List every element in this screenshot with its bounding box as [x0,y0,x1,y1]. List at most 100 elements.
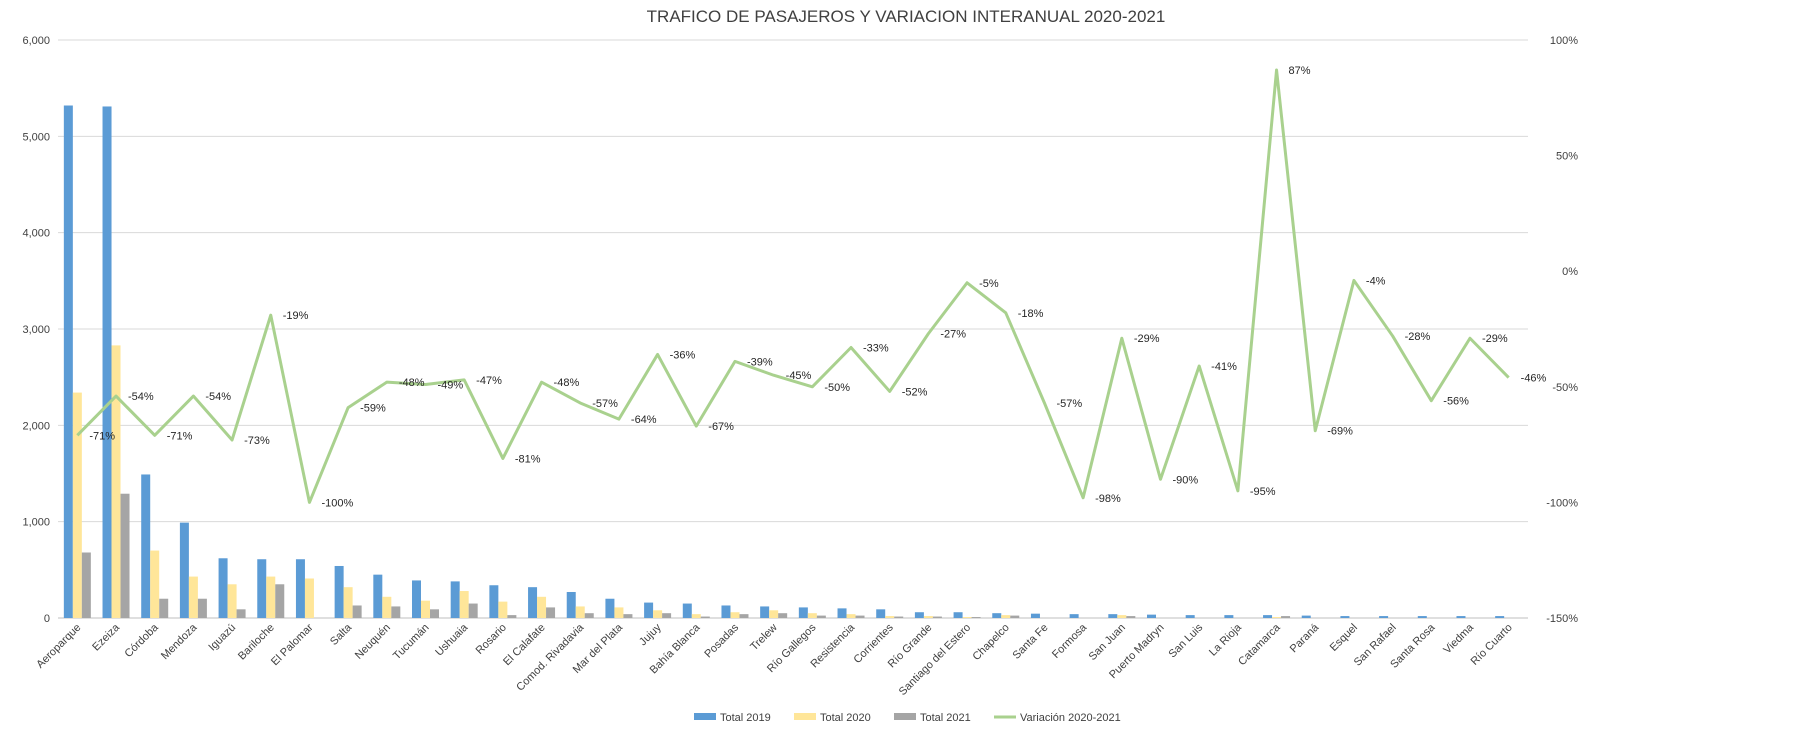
bar [391,606,401,618]
data-label: -39% [747,356,773,368]
bar [730,612,740,618]
variation-line [76,68,1510,504]
bar [769,610,779,618]
variation-line-series [76,68,1510,504]
bar [1301,615,1311,618]
category-label: Paraná [1288,621,1322,655]
bar [188,576,198,618]
bar [846,614,856,618]
bar [537,596,547,618]
data-label: -64% [631,414,657,426]
bar [1030,613,1040,618]
bar [1126,616,1136,618]
bar [605,598,615,618]
data-label: -19% [283,310,309,322]
category-label: Catamarca [1236,621,1283,668]
bar [584,613,594,618]
data-label: -56% [1443,396,1469,408]
bar [304,578,314,618]
data-label: -81% [515,453,541,465]
data-label: -29% [1134,333,1160,345]
bar [682,603,692,618]
category-label: San Luis [1167,621,1206,660]
bar [352,605,362,618]
chart-title: TRAFICO DE PASAJEROS Y VARIACION INTERAN… [647,7,1166,26]
category-label: Aeroparque [34,622,83,671]
bar [227,584,237,618]
data-label: -5% [979,278,999,290]
data-label: -41% [1211,361,1237,373]
category-label: Iguazú [206,622,238,654]
bar [141,474,151,618]
data-label: -29% [1482,333,1508,345]
data-label: -27% [940,329,966,341]
grid-lines [58,39,1528,619]
category-label: Santa Fe [1011,622,1051,662]
category-label: Mendoza [159,621,200,662]
data-label: -52% [902,386,928,398]
data-label: -71% [89,430,115,442]
data-label: -100% [321,497,353,509]
legend-swatch [794,713,816,720]
data-label: -57% [592,398,618,410]
left-axis-tick-label: 2,000 [22,420,50,432]
category-label: Comod. Rivadavia [514,621,587,694]
bar [876,609,886,618]
bar [700,616,710,618]
category-label: Córdoba [123,621,162,660]
bar [778,613,788,618]
bar [992,613,1002,618]
bar [816,615,826,618]
bar [1495,616,1505,618]
bar [528,587,538,618]
bar [1263,615,1273,618]
bar [489,585,499,618]
legend-swatch [894,713,916,720]
category-label: Viedma [1441,621,1476,656]
data-label: -57% [1056,398,1082,410]
bar [150,550,160,618]
bar [644,602,654,618]
category-label: Ushuaia [433,621,471,659]
left-axis-ticks: 0 1,000 2,000 3,000 4,000 5,000 6,000 [22,35,50,625]
data-label: -69% [1327,426,1353,438]
bar [1069,614,1079,618]
right-axis-tick-label: 0% [1562,266,1578,278]
bar [197,598,207,618]
bar [1224,615,1234,618]
bar [295,559,305,618]
category-label: Ezeiza [90,621,122,653]
bar [257,559,267,618]
data-label: -90% [1173,474,1199,486]
bar [1001,615,1011,618]
bar [382,596,392,618]
data-label: -46% [1521,373,1547,385]
bar [962,617,972,618]
bar [1456,616,1466,618]
data-label: -28% [1405,331,1431,343]
bar [855,615,865,618]
legend-label: Total 2019 [720,712,771,724]
data-label: -59% [360,403,386,415]
bar [1147,614,1156,618]
category-label: Trelew [748,622,780,654]
bar [81,552,91,618]
right-axis-tick-label: 100% [1550,35,1578,47]
bar [623,614,633,618]
bar [334,565,344,618]
bar [1379,616,1389,618]
right-axis-tick-label: -150% [1546,613,1578,625]
category-label: Rosario [474,622,509,657]
data-label: -36% [670,349,696,361]
data-label: -47% [476,375,502,387]
category-label: Neuquén [353,622,393,662]
bar [760,606,770,618]
right-axis-tick-label: -100% [1546,497,1578,509]
bar [179,522,189,618]
bar [932,616,942,618]
legend: Total 2019 Total 2020 Total 2021 Variación … [694,712,1121,724]
data-label: -33% [863,342,889,354]
bar [159,598,169,618]
data-label: -54% [128,391,154,403]
